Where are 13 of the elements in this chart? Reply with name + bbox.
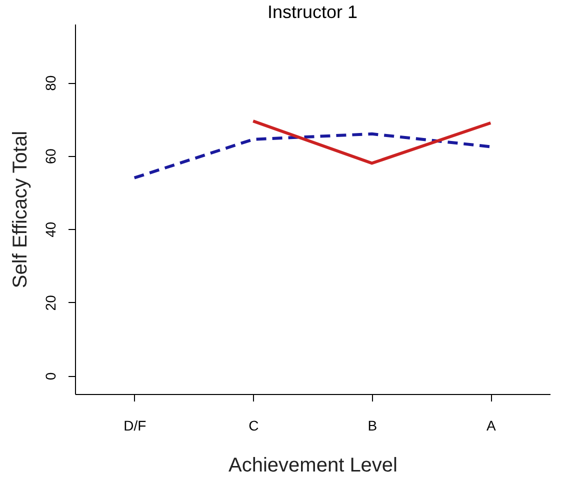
x-tick-label: B [368, 418, 378, 434]
chart-title: Instructor 1 [267, 2, 358, 22]
y-tick-label: 40 [42, 222, 58, 238]
x-axis-title: Achievement Level [228, 454, 398, 476]
y-axis-title: Self Efficacy Total [10, 130, 32, 288]
x-tick-label: D/F [124, 418, 146, 434]
y-tick-label: 60 [42, 148, 58, 164]
y-tick-label: 80 [42, 75, 58, 91]
x-tick-label: A [486, 418, 496, 434]
y-tick-label: 20 [42, 294, 58, 311]
line-series [132, 132, 492, 180]
x-tick-label: C [248, 418, 259, 434]
y-tick-label: 0 [42, 372, 58, 380]
